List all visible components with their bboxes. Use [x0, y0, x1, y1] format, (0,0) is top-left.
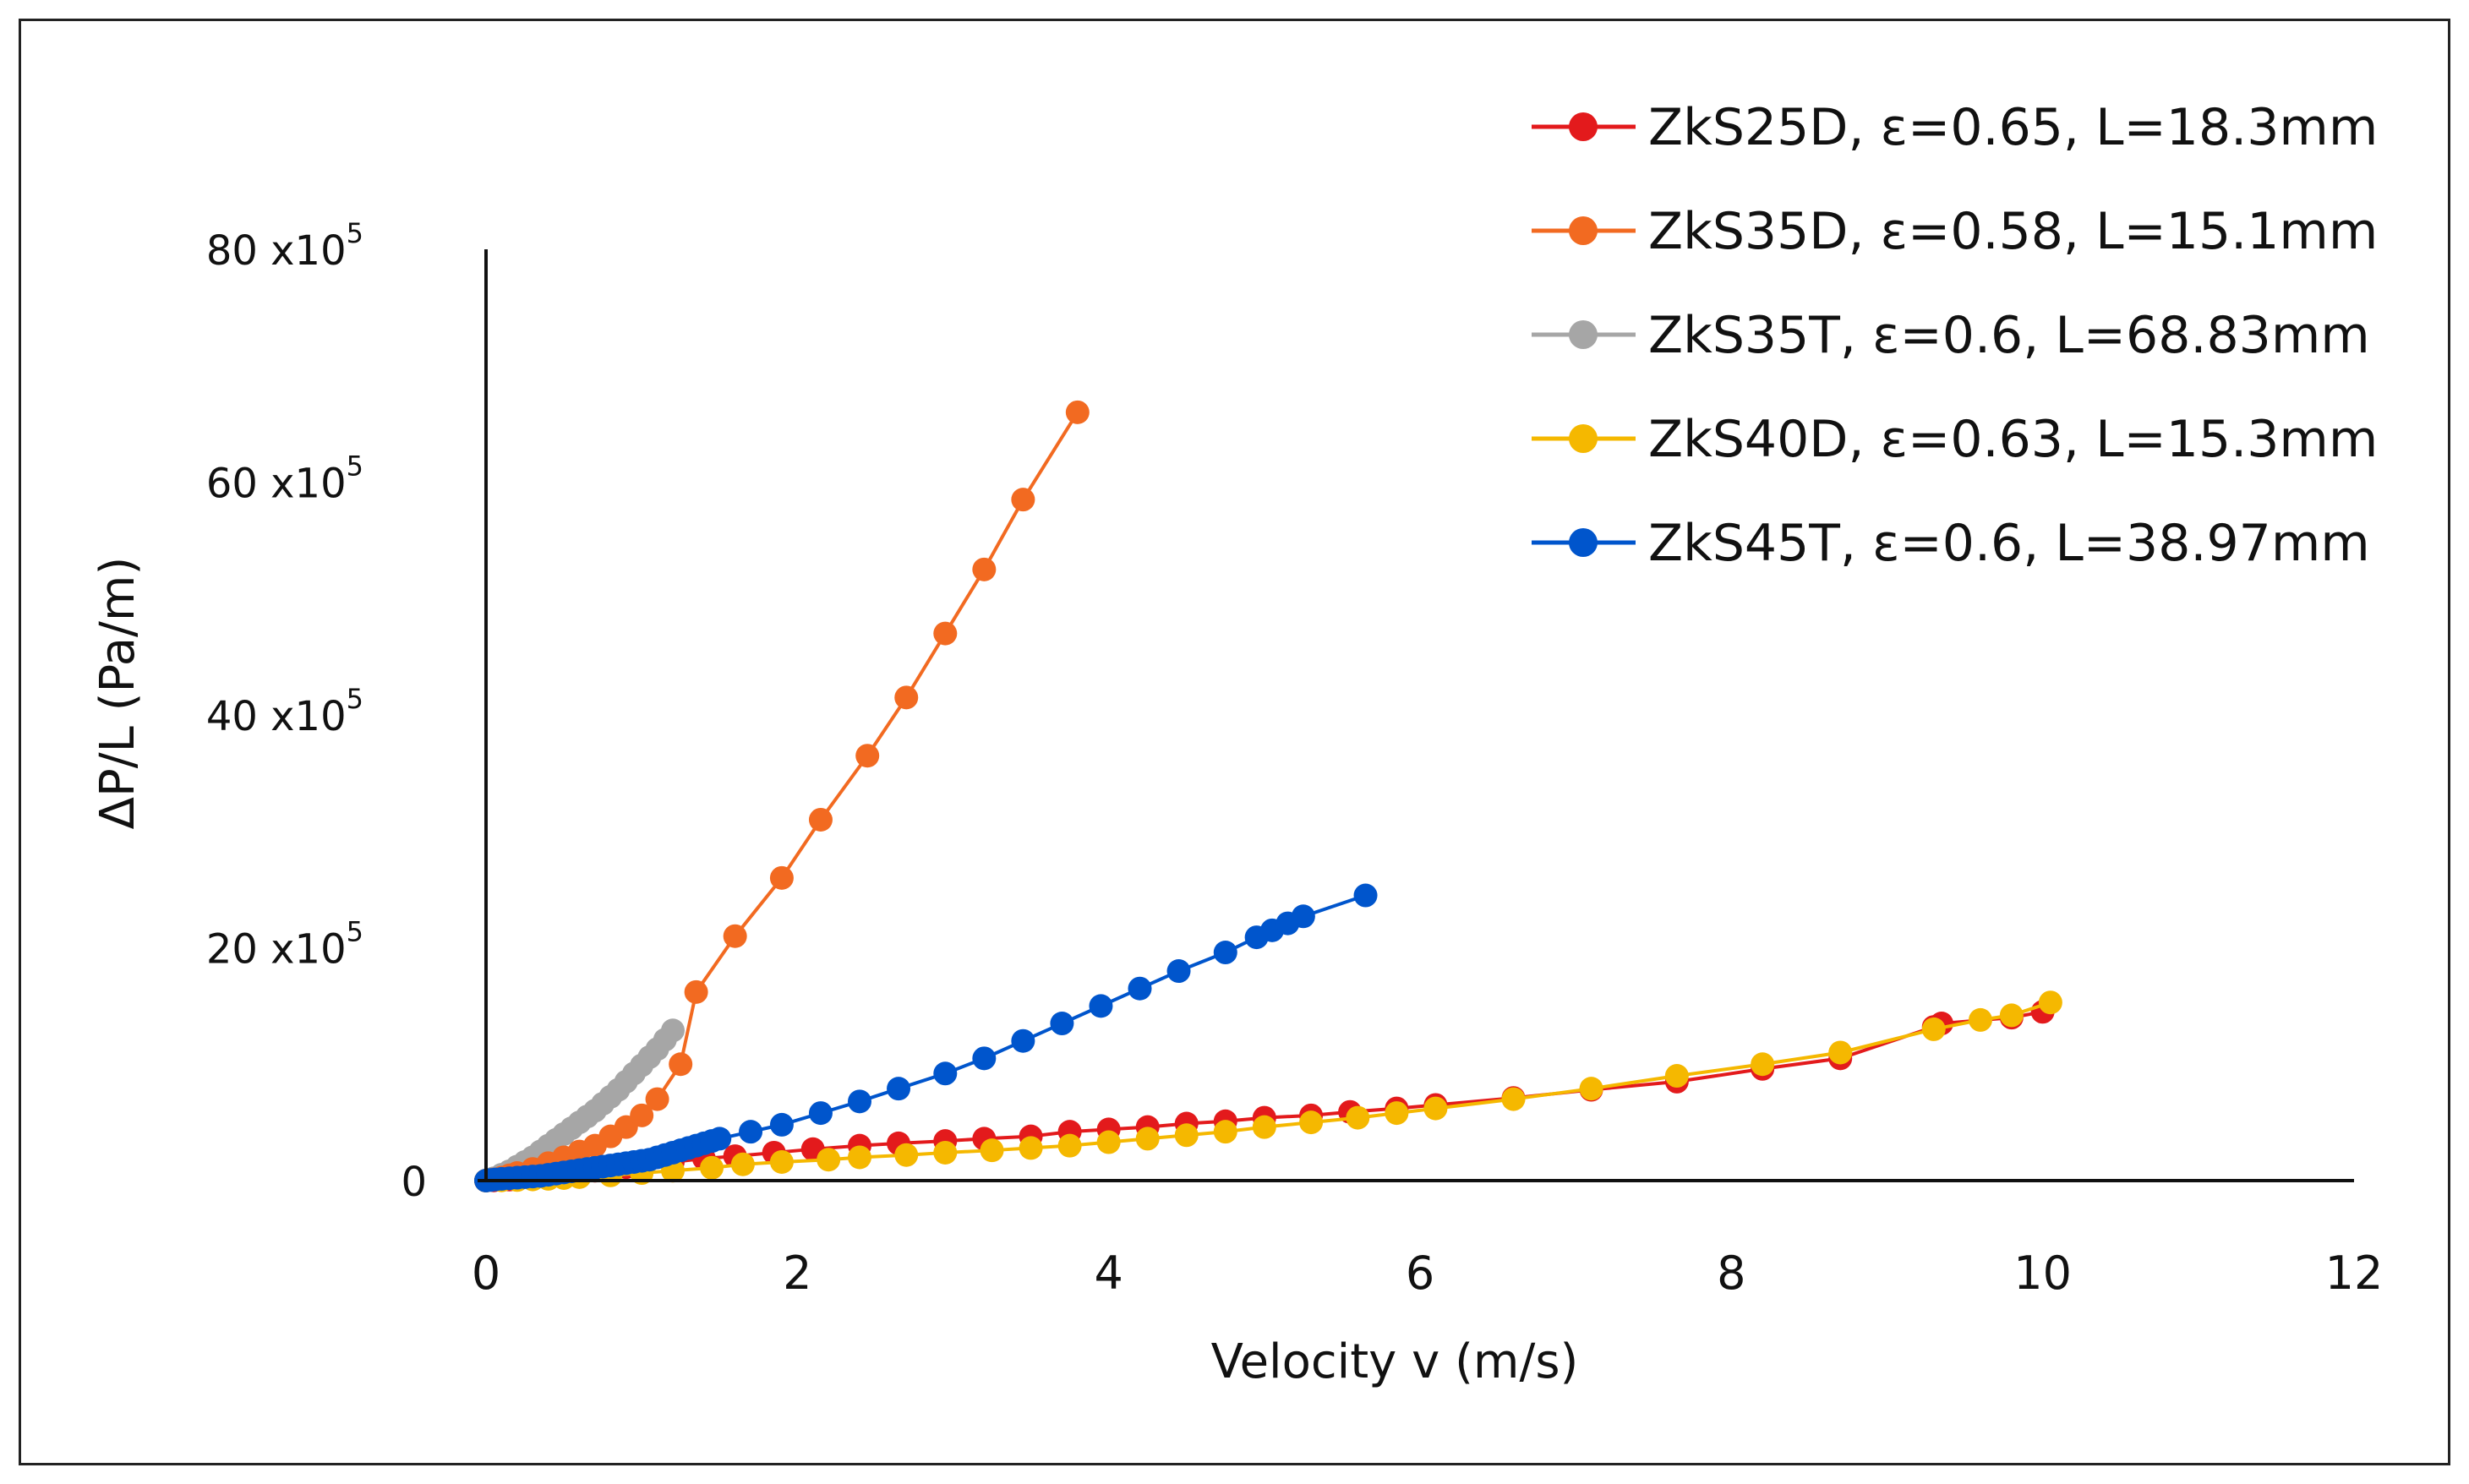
data-point [1050, 1012, 1074, 1036]
x-tick-label: 4 [1094, 1247, 1123, 1300]
legend-label: ZkS35D, ε=0.58, L=15.1mm [1648, 202, 2378, 261]
data-point [933, 621, 958, 646]
data-point [1999, 1003, 2024, 1028]
data-point [769, 1112, 794, 1137]
data-point [1385, 1101, 1409, 1126]
series-ZkS35D [474, 400, 1090, 1192]
data-point [1252, 1115, 1276, 1139]
y-tick-label: 0 [401, 1159, 427, 1206]
legend-marker [1569, 424, 1598, 453]
data-point [630, 1103, 654, 1127]
data-point [972, 1046, 997, 1071]
x-tick-label: 8 [1717, 1247, 1745, 1300]
data-point [1213, 941, 1237, 965]
x-tick-label: 6 [1406, 1247, 1434, 1300]
data-point [1057, 1133, 1082, 1158]
data-point [808, 1101, 833, 1126]
data-point [1096, 1130, 1121, 1154]
data-point [1501, 1087, 1526, 1111]
data-point [769, 1149, 794, 1174]
data-point [1089, 994, 1113, 1018]
data-point [669, 1052, 693, 1077]
data-point [848, 1145, 871, 1170]
legend-label: ZkS25D, ε=0.65, L=18.3mm [1648, 98, 2378, 157]
data-point [645, 1087, 669, 1111]
data-point [1065, 400, 1090, 424]
data-point [808, 807, 833, 832]
data-point [1213, 1120, 1237, 1144]
data-point [1174, 1123, 1199, 1148]
data-point [972, 557, 997, 581]
legend-item: ZkS35D, ε=0.58, L=15.1mm [1532, 202, 2378, 261]
legend-label: ZkS35T, ε=0.6, L=68.83mm [1648, 306, 2370, 365]
y-tick-labels: 0 20 x105 40 x105 60 x105 80 x105 [206, 217, 427, 1206]
x-tick-labels: 0 2 4 6 8 10 12 [472, 1247, 2384, 1300]
data-point [1346, 1105, 1370, 1130]
data-point [769, 865, 794, 890]
data-point [1128, 976, 1152, 1001]
data-point [1011, 488, 1035, 512]
data-point [739, 1120, 763, 1144]
y-tick-label: 40 x105 [206, 683, 363, 740]
data-point [1828, 1040, 1853, 1065]
data-point [894, 685, 919, 710]
data-point [661, 1018, 685, 1043]
data-point [723, 924, 747, 948]
x-axis-title: Velocity v (m/s) [1211, 1334, 1579, 1389]
series-ZkS40D [474, 990, 2062, 1192]
data-point [1019, 1136, 1043, 1160]
data-point [1423, 1096, 1448, 1121]
y-axis-title: ΔP/L (Pa/m) [90, 557, 145, 830]
series-line [485, 1001, 2051, 1182]
data-point [1166, 959, 1191, 984]
data-point [1921, 1017, 1946, 1041]
legend-item: ZkS35T, ε=0.6, L=68.83mm [1532, 306, 2370, 365]
data-point [1751, 1052, 1775, 1077]
data-point [707, 1127, 732, 1151]
data-point [1353, 883, 1378, 908]
x-tick-label: 10 [2013, 1247, 2072, 1300]
x-tick-label: 2 [783, 1247, 811, 1300]
legend-marker [1569, 528, 1598, 557]
y-tick-label: 80 x105 [206, 217, 363, 275]
legend-label: ZkS40D, ε=0.63, L=15.3mm [1648, 410, 2378, 469]
data-point [817, 1148, 841, 1172]
series-ZkS45T [474, 883, 1378, 1192]
data-point [887, 1077, 911, 1101]
data-point [1135, 1127, 1160, 1151]
data-point [1579, 1077, 1603, 1101]
data-point [848, 1089, 871, 1114]
legend-marker [1569, 112, 1598, 141]
data-point [684, 979, 708, 1004]
series-layer [474, 400, 2062, 1192]
legend-item: ZkS40D, ε=0.63, L=15.3mm [1532, 410, 2378, 469]
data-point [933, 1140, 958, 1165]
data-point [894, 1143, 919, 1167]
y-tick-label: 60 x105 [206, 450, 363, 508]
data-point [855, 744, 880, 768]
data-point [980, 1138, 1004, 1163]
chart-frame [19, 19, 2450, 1465]
x-tick-label: 0 [472, 1247, 500, 1300]
data-point [2038, 990, 2062, 1015]
data-point [1011, 1028, 1035, 1053]
data-point [730, 1152, 755, 1176]
legend-item: ZkS45T, ε=0.6, L=38.97mm [1532, 514, 2370, 573]
legend-item: ZkS25D, ε=0.65, L=18.3mm [1532, 98, 2378, 157]
data-point [1664, 1064, 1689, 1088]
data-point [933, 1061, 958, 1086]
legend: ZkS25D, ε=0.65, L=18.3mm ZkS35D, ε=0.58, … [1532, 98, 2378, 573]
legend-marker [1569, 320, 1598, 349]
data-point [1291, 904, 1315, 929]
series-line [485, 1010, 2044, 1182]
x-tick-label: 12 [2325, 1247, 2384, 1300]
legend-marker [1569, 216, 1598, 245]
data-point [1299, 1110, 1324, 1135]
data-point [700, 1155, 724, 1180]
data-point [1969, 1007, 1992, 1032]
y-tick-label: 20 x105 [206, 916, 363, 974]
legend-label: ZkS45T, ε=0.6, L=38.97mm [1648, 514, 2370, 573]
